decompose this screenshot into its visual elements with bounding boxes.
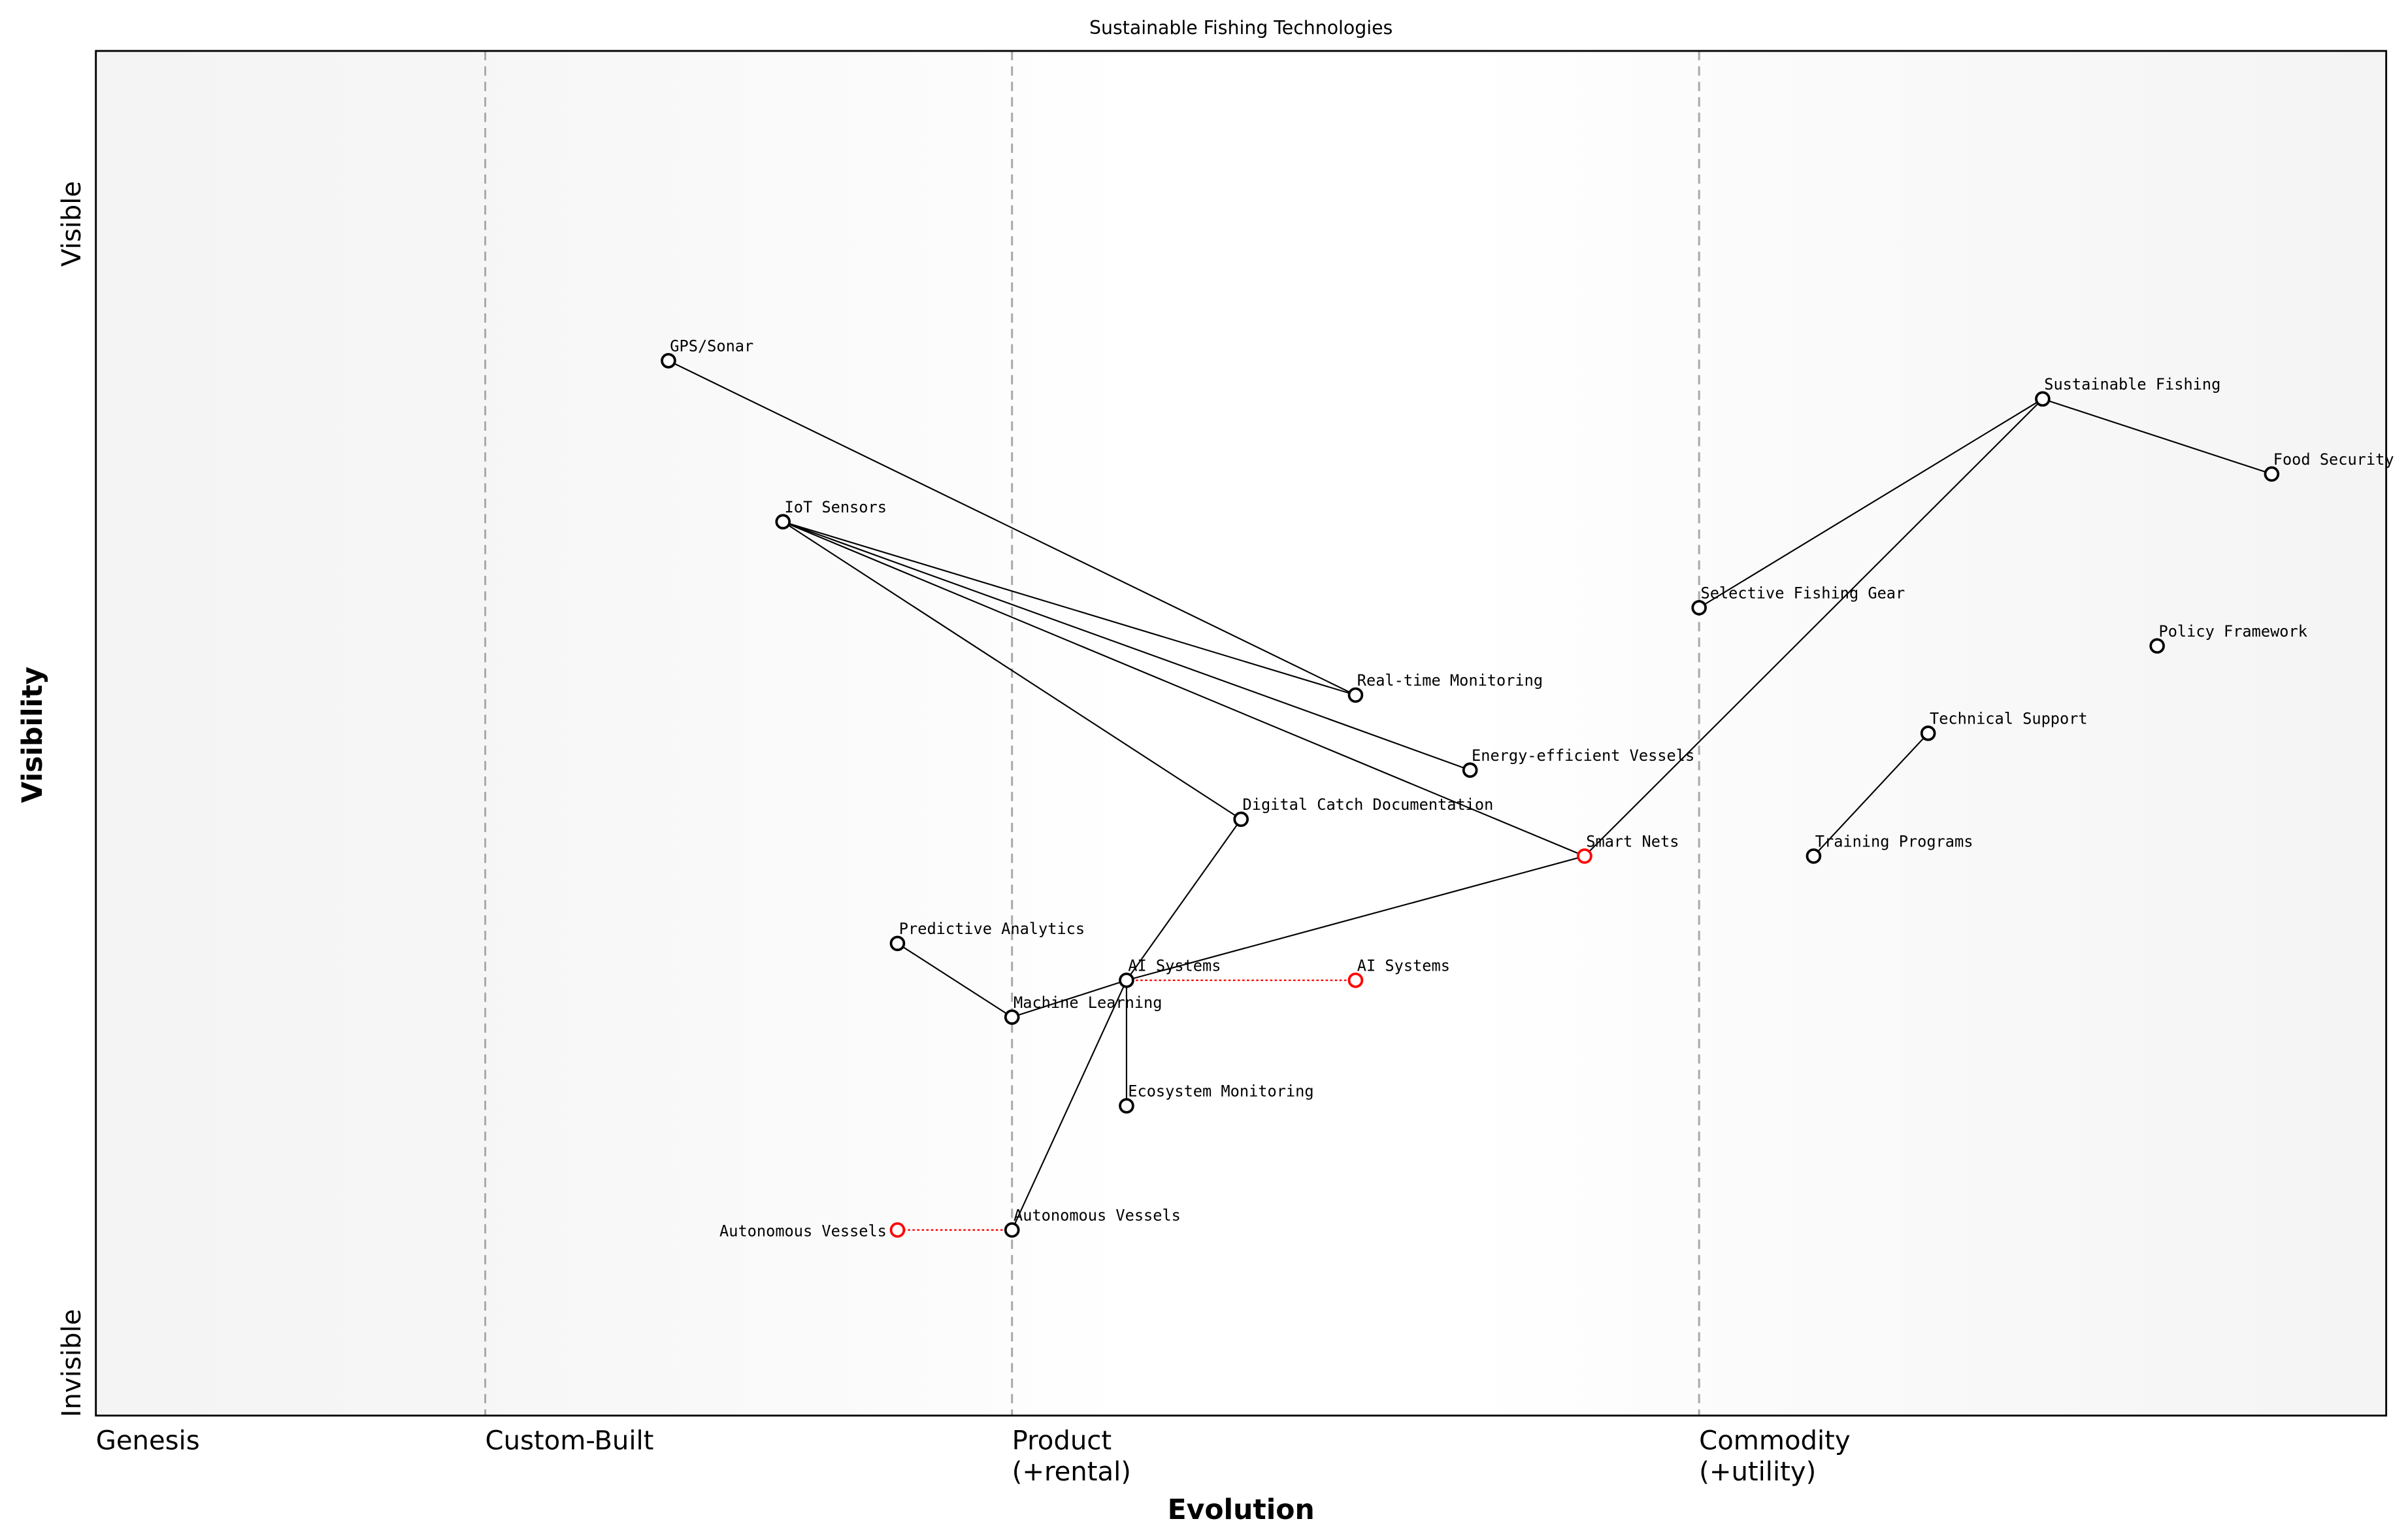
node-label: IoT Sensors <box>785 498 887 516</box>
stage-label-1: Custom-Built <box>486 1426 654 1456</box>
node-autonomous: Autonomous Vessels <box>1004 1207 1181 1238</box>
node-marker <box>1119 1098 1134 1114</box>
node-marker <box>1806 848 1822 864</box>
edge-ai-digital <box>1126 818 1242 981</box>
edge-iot-realtime <box>782 521 1356 696</box>
node-iot: IoT Sensors <box>775 498 887 530</box>
node-label: Autonomous Vessels <box>719 1222 887 1240</box>
edge-sustainable-smartnets <box>1584 398 2043 857</box>
node-ecosystem: Ecosystem Monitoring <box>1119 1082 1314 1114</box>
node-label: Real-time Monitoring <box>1357 671 1543 690</box>
node-marker <box>1119 972 1134 988</box>
node-label: Technical Support <box>1930 710 2088 728</box>
plot-area <box>95 50 2386 1416</box>
node-digital: Digital Catch Documentation <box>1233 795 1494 827</box>
edge-iot-digital <box>782 521 1242 820</box>
y-tick-invisible: Invisible <box>57 1309 87 1418</box>
node-selective: Selective Fishing Gear <box>1691 584 1905 616</box>
node-label: Sustainable Fishing <box>2044 375 2220 393</box>
y-tick-visible: Visible <box>57 181 87 267</box>
node-ml: Machine Learning <box>1004 993 1162 1025</box>
node-label: Smart Nets <box>1586 833 1679 851</box>
edge-iot-smartnets <box>782 521 1585 857</box>
node-marker <box>2264 466 2280 482</box>
node-label: Policy Framework <box>2159 622 2307 641</box>
node-label: AI Systems <box>1128 957 1221 975</box>
node-label: Food Security <box>2273 450 2394 469</box>
stage-label-0: Genesis <box>96 1426 200 1456</box>
node-label: Training Programs <box>1815 833 1973 851</box>
node-sustainable: Sustainable Fishing <box>2035 375 2220 407</box>
node-marker <box>1462 762 1478 778</box>
node-label: Digital Catch Documentation <box>1243 795 1494 814</box>
node-marker <box>1577 848 1592 864</box>
stage-label-3: Commodity (+utility) <box>1699 1426 1850 1487</box>
node-label: GPS/Sonar <box>670 337 753 356</box>
edge-iot-energy <box>782 521 1471 771</box>
node-marker <box>889 935 906 952</box>
node-smartnets: Smart Nets <box>1577 833 1679 864</box>
node-marker <box>1347 687 1364 703</box>
node-label: Machine Learning <box>1014 993 1162 1012</box>
plot-frame <box>95 50 2388 1417</box>
node-marker <box>1233 811 1249 827</box>
edge-sustainable-selective <box>1698 398 2043 609</box>
node-policy: Policy Framework <box>2149 622 2307 654</box>
node-food: Food Security <box>2264 450 2394 482</box>
node-energy: Energy-efficient Vessels <box>1462 746 1694 778</box>
node-technical: Technical Support <box>1920 710 2088 741</box>
node-marker <box>775 514 791 530</box>
node-marker <box>1691 599 1707 616</box>
x-axis-label: Evolution <box>1168 1494 1315 1526</box>
node-ai_evolved: AI Systems <box>1347 957 1450 988</box>
node-label: Energy-efficient Vessels <box>1472 746 1694 765</box>
node-label: Predictive Analytics <box>899 920 1085 938</box>
edge-ai-autonomous <box>1011 980 1127 1231</box>
edge-predictive-ml <box>897 943 1013 1018</box>
node-marker <box>1004 1222 1020 1238</box>
node-training: Training Programs <box>1806 833 1973 864</box>
node-gps: GPS/Sonar <box>661 337 753 369</box>
node-label: Selective Fishing Gear <box>1701 584 1905 603</box>
node-marker <box>1004 1009 1020 1025</box>
stage-label-2: Product (+rental) <box>1012 1426 1131 1487</box>
node-marker <box>1920 726 1936 741</box>
y-axis-label: Visibility <box>17 667 49 803</box>
node-marker <box>889 1222 906 1238</box>
node-marker <box>1347 972 1364 988</box>
chart-title: Sustainable Fishing Technologies <box>1089 17 1393 39</box>
node-label: AI Systems <box>1357 957 1450 975</box>
node-autonomous_evolved: Autonomous Vessels <box>719 1222 906 1240</box>
node-ai: AI Systems <box>1119 957 1221 988</box>
node-label: Ecosystem Monitoring <box>1128 1082 1313 1101</box>
edge-sustainable-food <box>2042 398 2272 475</box>
node-marker <box>2035 391 2051 407</box>
edge-gps-realtime <box>668 359 1356 696</box>
node-realtime: Real-time Monitoring <box>1347 671 1543 703</box>
edge-ai-smartnets <box>1126 855 1585 981</box>
node-predictive: Predictive Analytics <box>889 920 1085 952</box>
edge-ml-ai <box>1012 979 1127 1018</box>
node-label: Autonomous Vessels <box>1014 1207 1181 1225</box>
edge-technical-training <box>1813 733 1929 857</box>
node-marker <box>2149 638 2165 654</box>
node-marker <box>661 353 676 369</box>
